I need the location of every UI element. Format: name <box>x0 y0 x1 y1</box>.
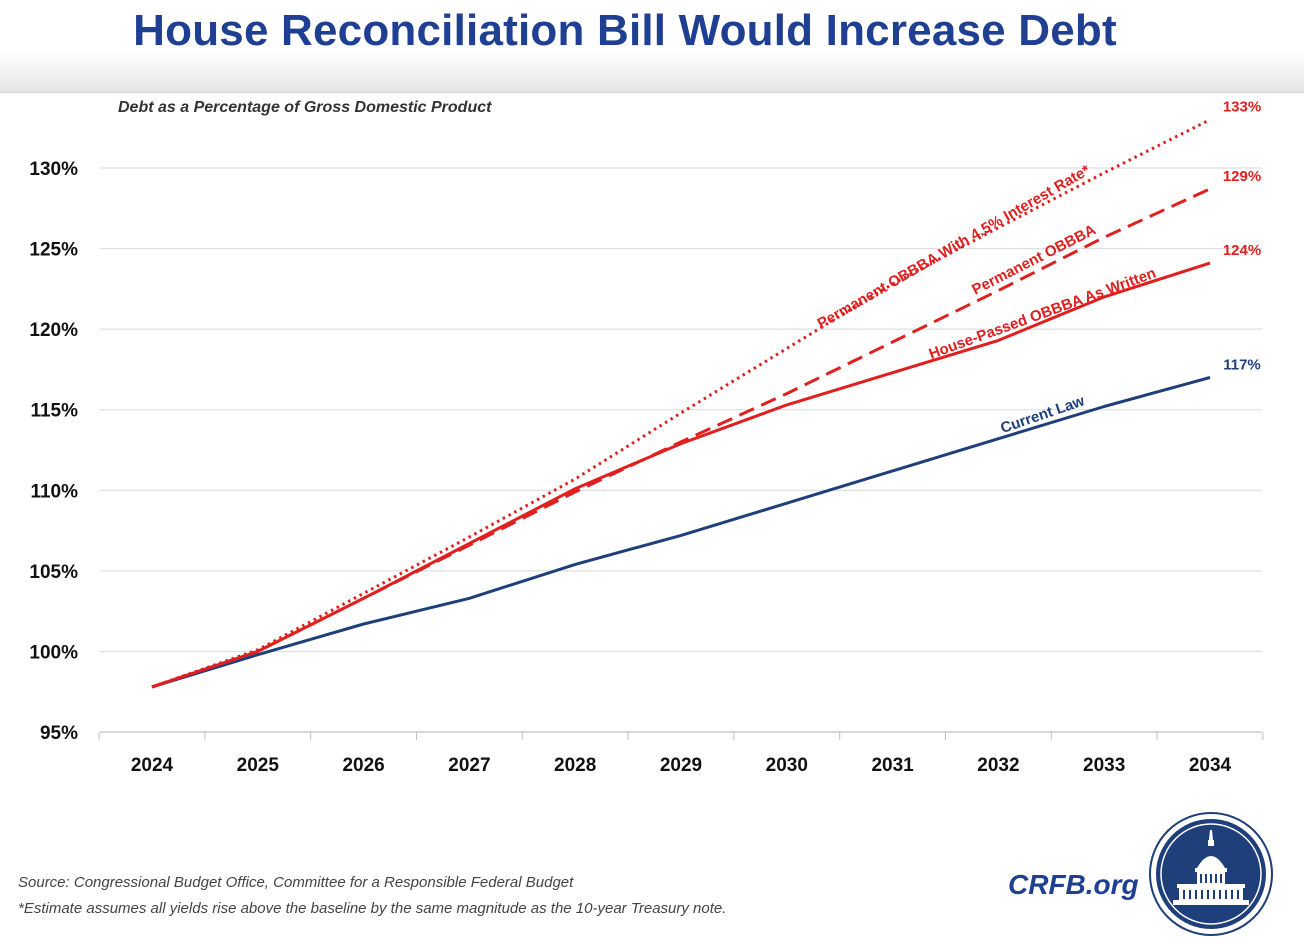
x-tick-label: 2026 <box>342 755 384 776</box>
y-tick-label: 100% <box>29 642 78 663</box>
title-banner <box>0 0 1304 93</box>
y-tick-label: 95% <box>40 723 78 744</box>
x-axis: 2024 2025 2026 2027 2028 2029 2030 2031 2032 2033… <box>98 731 1264 776</box>
brand-link[interactable]: CRFB.org <box>1008 869 1139 900</box>
y-tick-label: 125% <box>29 240 78 261</box>
x-tick-label: 2029 <box>660 755 702 776</box>
series-name-label: House-Passed OBBBA As Written <box>927 265 1159 363</box>
series-line-0 <box>151 376 1211 689</box>
series-line-2 <box>151 187 1211 689</box>
x-tick-label: 2031 <box>871 755 914 776</box>
x-tick-label: 2027 <box>448 755 490 776</box>
x-tick-label: 2030 <box>766 755 808 776</box>
x-tick-label: 2034 <box>1189 755 1232 776</box>
y-tick-label: 130% <box>29 159 78 180</box>
end-value-label: 117% <box>1223 356 1261 373</box>
y-axis-ticks: 95% 100% 105% 110% 115% 120% 125% 130% <box>29 159 78 744</box>
gridlines <box>100 167 1262 652</box>
y-tick-label: 120% <box>29 320 78 341</box>
chart-title: House Reconciliation Bill Would Increase… <box>133 6 1117 55</box>
x-tick-label: 2032 <box>977 755 1019 776</box>
y-tick-label: 105% <box>29 562 78 583</box>
x-tick-label: 2025 <box>237 755 280 776</box>
series-lines <box>151 118 1211 689</box>
x-tick-label: 2024 <box>131 755 174 776</box>
capitol-logo-icon <box>1149 812 1273 936</box>
y-tick-label: 110% <box>30 481 78 502</box>
footnote: *Estimate assumes all yields rise above … <box>18 900 727 917</box>
x-tick-label: 2028 <box>554 755 596 776</box>
y-tick-label: 115% <box>30 401 78 422</box>
end-value-label: 129% <box>1223 168 1261 185</box>
end-value-label: 133% <box>1223 99 1261 116</box>
chart-subtitle: Debt as a Percentage of Gross Domestic P… <box>118 99 492 116</box>
x-tick-label: 2033 <box>1083 755 1125 776</box>
series-line-1 <box>151 261 1211 689</box>
end-value-label: 124% <box>1223 242 1261 259</box>
source-note: Source: Congressional Budget Office, Com… <box>18 874 574 891</box>
